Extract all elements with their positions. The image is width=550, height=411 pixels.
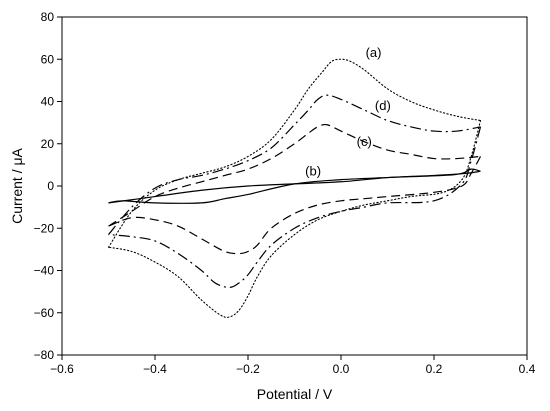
series-d bbox=[108, 94, 482, 289]
y-tick-label: −20 bbox=[34, 221, 55, 235]
x-tick-label: −0.6 bbox=[50, 362, 74, 376]
y-tick-label: 0 bbox=[47, 179, 54, 193]
x-tick-label: 0.0 bbox=[333, 362, 350, 376]
series-label-c: (c) bbox=[357, 134, 372, 149]
y-tick-label: 20 bbox=[41, 137, 55, 151]
series-d-forward-scan bbox=[108, 94, 481, 235]
series-label-a: (a) bbox=[366, 45, 382, 60]
series-a-forward-scan bbox=[107, 58, 482, 248]
y-tick-label: 60 bbox=[41, 52, 55, 66]
y-tick-label: −40 bbox=[34, 264, 55, 278]
y-tick-label: 40 bbox=[41, 95, 55, 109]
y-axis-ticks: −80 −60 −40 −20 0 20 40 60 80 bbox=[34, 10, 62, 362]
series-label-b: (b) bbox=[305, 163, 321, 178]
x-tick-label: −0.4 bbox=[143, 362, 167, 376]
x-tick-label: 0.2 bbox=[426, 362, 443, 376]
y-tick-label: −80 bbox=[34, 348, 55, 362]
x-axis-title: Potential / V bbox=[257, 386, 333, 402]
plot-frame bbox=[61, 16, 528, 356]
series-a bbox=[107, 58, 482, 318]
series-layer bbox=[107, 58, 482, 318]
y-axis-title: Current / μA bbox=[9, 147, 25, 223]
y-tick-label: −60 bbox=[34, 306, 55, 320]
series-b bbox=[108, 168, 481, 204]
series-b-reverse-scan bbox=[108, 168, 481, 204]
x-tick-label: 0.4 bbox=[519, 362, 536, 376]
x-tick-label: −0.2 bbox=[236, 362, 260, 376]
series-c bbox=[108, 123, 482, 255]
series-d-reverse-scan bbox=[108, 126, 482, 289]
x-axis-ticks: −0.6 −0.4 −0.2 0.0 0.2 0.4 bbox=[50, 355, 536, 376]
series-c-reverse-scan bbox=[108, 156, 482, 255]
y-tick-label: 80 bbox=[41, 10, 55, 24]
series-label-d: (d) bbox=[375, 98, 391, 113]
series-a-reverse-scan bbox=[107, 119, 482, 318]
series-label-layer: (a) (d) (c) (b) bbox=[305, 45, 391, 178]
